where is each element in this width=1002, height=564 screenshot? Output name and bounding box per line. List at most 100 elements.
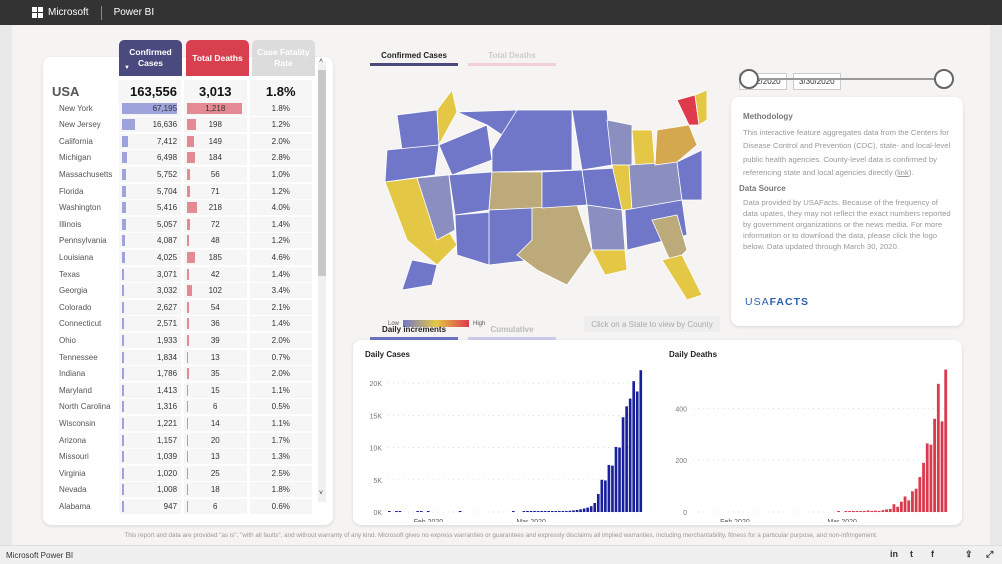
bar <box>888 508 892 512</box>
bottom-bar: Microsoft Power BI <box>0 545 1002 564</box>
twitter-icon[interactable]: t <box>910 549 913 559</box>
cases-bar <box>121 135 128 147</box>
bar <box>419 511 423 512</box>
table-row[interactable]: Virginia 1,020 25 2.5% <box>43 465 315 481</box>
tab-cumulative[interactable]: Cumulative <box>468 325 556 340</box>
case-fatality-rate-header[interactable]: Case Fatality Rate <box>252 40 315 76</box>
y-tick-label: 20K <box>370 381 383 388</box>
state-name: Pennsylvania <box>59 236 107 246</box>
date-slider-start-handle[interactable] <box>739 69 759 89</box>
table-row[interactable]: Florida 5,704 71 1.2% <box>43 183 315 199</box>
cases-bar <box>121 318 124 330</box>
state-idaho <box>438 124 493 176</box>
fullscreen-icon[interactable]: ⤢ <box>986 549 994 559</box>
bar <box>593 502 597 512</box>
deaths-bar <box>187 268 189 280</box>
bar <box>586 507 589 512</box>
table-row[interactable]: Georgia 3,032 102 3.4% <box>43 283 315 299</box>
tab-daily-increments[interactable]: Daily increments <box>370 325 458 340</box>
table-row[interactable]: Texas 3,071 42 1.4% <box>43 266 315 282</box>
tab-confirmed-cases[interactable]: Confirmed Cases <box>370 51 458 66</box>
bar <box>885 509 888 512</box>
table-row[interactable]: Pennsylvania 4,087 48 1.2% <box>43 233 315 249</box>
total-deaths-header[interactable]: Total Deaths <box>186 40 249 76</box>
deaths-cell: 15 <box>184 382 247 398</box>
table-row[interactable]: Louisiana 4,025 185 4.6% <box>43 249 315 265</box>
end-date-input[interactable]: 3/30/2020 <box>793 73 841 90</box>
deaths-bar <box>187 318 189 330</box>
table-row[interactable]: New Jersey 16,636 198 1.2% <box>43 117 315 133</box>
state-new-england <box>694 90 707 126</box>
usafacts-logo[interactable]: USAFACTS <box>745 295 810 308</box>
deaths-bar <box>187 417 189 429</box>
table-row[interactable]: Connecticut 2,571 36 1.4% <box>43 316 315 332</box>
cases-bar <box>121 451 124 463</box>
table-row[interactable]: Maryland 1,413 15 1.1% <box>43 382 315 398</box>
table-row[interactable]: Ohio 1,933 39 2.0% <box>43 332 315 348</box>
us-state-map[interactable] <box>377 90 707 310</box>
bar <box>558 511 561 512</box>
rate-cell: 1.2% <box>249 233 312 249</box>
bar <box>543 511 547 512</box>
state-name: North Carolina <box>59 402 111 412</box>
date-slider-track[interactable] <box>750 78 944 80</box>
deaths-bar <box>187 185 191 197</box>
daily-deaths-chart: 0 200 400 Feb 2020 Mar 2020 <box>675 369 948 522</box>
x-tick-label: Mar 2020 <box>827 519 857 522</box>
methodology-title: Methodology <box>743 112 793 121</box>
tab-total-deaths[interactable]: Total Deaths <box>468 51 556 66</box>
share-icon[interactable]: ⇪ <box>965 549 973 559</box>
bar <box>870 510 874 512</box>
confirmed-cases-header[interactable]: Confirmed Cases ▼ <box>119 40 182 76</box>
table-row[interactable]: Indiana 1,786 35 2.0% <box>43 366 315 382</box>
table-row[interactable]: Washington 5,416 218 4.0% <box>43 200 315 216</box>
cases-cell: 947 <box>118 498 182 514</box>
state-name: New Jersey <box>59 120 101 130</box>
state-michigan <box>631 129 656 166</box>
y-tick-label: 0 <box>683 510 687 517</box>
cases-cell: 1,786 <box>118 366 182 382</box>
table-row[interactable]: New York 67,195 1,218 1.8% <box>43 100 315 116</box>
linkedin-icon[interactable]: in <box>890 549 898 559</box>
rate-cell: 1.4% <box>249 216 312 232</box>
state-name: Wisconsin <box>59 418 96 428</box>
state-washington <box>396 109 440 151</box>
table-row[interactable]: Wisconsin 1,221 14 1.1% <box>43 415 315 431</box>
state-minnesota-iowa <box>571 109 613 171</box>
bar <box>621 417 625 512</box>
table-row[interactable]: Colorado 2,627 54 2.1% <box>43 299 315 315</box>
table-row[interactable]: Alabama 947 6 0.6% <box>43 498 315 514</box>
table-row[interactable]: Arizona 1,157 20 1.7% <box>43 432 315 448</box>
bar <box>600 479 604 512</box>
daily-cases-chart: 0K 5K 10K 15K 20K Feb 2020 Mar 2020 <box>370 370 643 522</box>
scroll-down-icon[interactable]: ˅ <box>319 490 324 497</box>
scroll-up-icon[interactable]: ˄ <box>319 58 324 65</box>
table-row[interactable]: Massachusetts 5,752 56 1.0% <box>43 166 315 182</box>
y-tick-label: 10K <box>370 446 383 453</box>
bar <box>575 509 579 512</box>
scrollbar-thumb[interactable] <box>318 70 326 276</box>
total-row[interactable]: USA 163,556 3,013 1.8% <box>43 80 315 102</box>
x-tick-label: Feb 2020 <box>720 519 750 522</box>
state-name: Tennessee <box>59 352 98 362</box>
bar <box>628 398 632 512</box>
date-slider-end-handle[interactable] <box>934 69 954 89</box>
table-row[interactable]: Michigan 6,498 184 2.8% <box>43 150 315 166</box>
table-row[interactable]: Illinois 5,057 72 1.4% <box>43 216 315 232</box>
cases-cell: 5,704 <box>118 183 182 199</box>
rate-cell: 0.5% <box>249 399 312 415</box>
table-row[interactable]: North Carolina 1,316 6 0.5% <box>43 399 315 415</box>
table-scrollbar[interactable]: ˄ ˅ <box>318 58 326 502</box>
table-row[interactable]: Nevada 1,008 18 1.8% <box>43 482 315 498</box>
county-view-hint[interactable]: Click on a State to view by County <box>584 316 720 332</box>
rate-cell: 1.2% <box>249 117 312 133</box>
facebook-icon[interactable]: f <box>931 549 934 559</box>
bar <box>550 511 554 512</box>
state-name: Maryland <box>59 385 92 395</box>
table-row[interactable]: Missouri 1,039 13 1.3% <box>43 449 315 465</box>
table-row[interactable]: Tennessee 1,834 13 0.7% <box>43 349 315 365</box>
table-row[interactable]: California 7,412 149 2.0% <box>43 133 315 149</box>
bar <box>874 510 877 512</box>
bar <box>918 477 922 512</box>
methodology-link[interactable]: link <box>897 168 909 177</box>
